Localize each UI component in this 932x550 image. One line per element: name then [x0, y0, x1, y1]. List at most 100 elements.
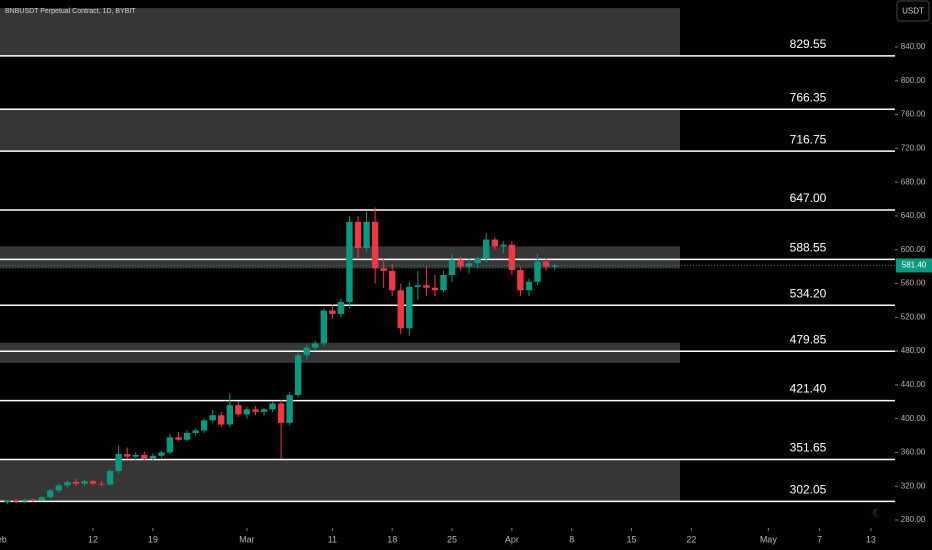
candle-body [158, 452, 165, 456]
candle-body [115, 454, 122, 472]
candle-body [132, 454, 139, 457]
level-label: 716.75 [790, 132, 827, 146]
y-tick-label: 600.00 [901, 245, 926, 254]
x-tick-label: 8 [569, 534, 574, 544]
candle-body [98, 483, 105, 485]
candle-body [226, 405, 233, 425]
candle-body [124, 454, 131, 457]
candle-body [542, 261, 550, 267]
candle-body [406, 286, 413, 329]
y-tick-label: 800.00 [901, 76, 926, 85]
level-label: 829.55 [790, 37, 827, 51]
candle-body [423, 285, 430, 288]
candle-body [252, 409, 259, 412]
last-price-label: 581.40 [902, 261, 927, 270]
x-tick-label: Apr [505, 534, 519, 544]
y-tick-label: 320.00 [901, 481, 926, 490]
candle-body [183, 433, 191, 440]
zone [0, 246, 680, 269]
zone [0, 342, 680, 363]
y-tick-label: 720.00 [901, 143, 926, 152]
currency-button[interactable] [896, 0, 930, 22]
candle-body [21, 499, 28, 502]
candle-body [389, 270, 396, 291]
x-tick-label: May [760, 534, 778, 544]
level-label: 647.00 [790, 191, 827, 205]
candle-body [243, 409, 251, 415]
market-icon: ☾ [873, 509, 882, 520]
y-tick-label: 520.00 [901, 312, 926, 321]
candle-body [491, 239, 498, 247]
x-tick-label: 13 [866, 534, 876, 544]
candle-body [414, 285, 422, 287]
y-tick-label: 840.00 [901, 42, 926, 51]
candle-body [380, 268, 387, 271]
candle-body [277, 403, 285, 423]
x-tick-label: Mar [239, 534, 255, 544]
x-tick-label: 15 [627, 534, 637, 544]
last-price-tag [896, 258, 932, 273]
candle-body [397, 290, 404, 329]
candle-body [534, 261, 541, 282]
chart-title: BNBUSDT Perpetual Contract, 1D, BYBIT [5, 8, 136, 15]
candle-body [320, 310, 328, 344]
candle-body [465, 263, 473, 267]
candle-body [337, 302, 345, 314]
candle-body [329, 310, 336, 314]
candle-body [440, 275, 447, 291]
candle-body [354, 221, 362, 249]
level-label: 766.35 [790, 90, 827, 104]
level-label: 421.40 [790, 382, 827, 396]
candle-body [218, 415, 225, 425]
candle-body [149, 455, 157, 459]
level-label: 351.65 [790, 441, 827, 455]
y-tick-label: 760.00 [901, 110, 926, 119]
candle-body [89, 481, 97, 484]
y-tick-label: 560.00 [901, 279, 926, 288]
candle-body [525, 281, 533, 291]
candle-body [175, 437, 182, 440]
candle-body [286, 394, 293, 423]
y-tick-label: 360.00 [901, 448, 926, 457]
candle-body [371, 221, 379, 269]
x-tick-label: 25 [447, 534, 457, 544]
candle-body [260, 409, 268, 412]
level-label: 302.05 [790, 483, 827, 497]
candle-body [4, 500, 11, 503]
candle-body [448, 259, 456, 276]
x-tick-label: 7 [817, 534, 822, 544]
candle-body [312, 343, 319, 348]
candle-body [474, 258, 481, 264]
candle-body [209, 415, 216, 421]
y-tick-label: 440.00 [901, 380, 926, 389]
candle-body [81, 481, 88, 484]
candle-body [551, 265, 558, 267]
candle-body [38, 497, 45, 501]
zone [0, 109, 680, 152]
x-tick-label: 11 [328, 534, 337, 544]
x-tick-label: 18 [387, 534, 397, 544]
level-label: 588.55 [790, 241, 827, 255]
candle-body [431, 287, 439, 291]
y-tick-label: 280.00 [901, 515, 926, 524]
y-tick-label: 400.00 [901, 414, 926, 423]
candle-body [64, 481, 71, 486]
candle-body [55, 485, 63, 491]
candle-body [269, 403, 276, 410]
candle-body [72, 481, 80, 484]
candle-body [346, 221, 353, 303]
x-tick-label: 19 [148, 534, 158, 544]
level-label: 534.20 [790, 286, 827, 300]
candle-body [200, 420, 208, 431]
x-tick-label: Feb [0, 534, 7, 544]
candle-body [363, 221, 370, 249]
candle-body [517, 269, 524, 291]
candle-body [235, 405, 242, 415]
level-label: 479.85 [790, 332, 827, 346]
y-tick-label: 480.00 [901, 346, 926, 355]
candle-body [141, 454, 148, 459]
x-tick-label: 22 [686, 534, 696, 544]
currency-label[interactable]: USDT [902, 7, 924, 16]
